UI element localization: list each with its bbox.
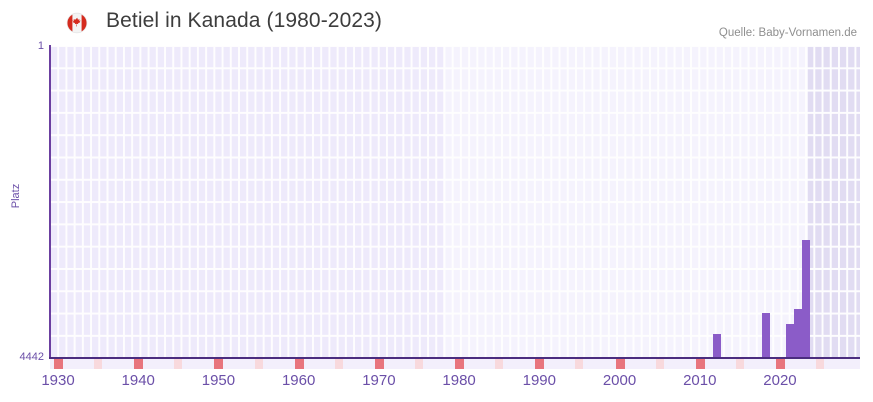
x-tick-1985 bbox=[495, 359, 504, 369]
x-axis-label-1960: 1960 bbox=[281, 372, 316, 389]
x-tick-1995 bbox=[575, 359, 584, 369]
source-attribution: Quelle: Baby-Vornamen.de bbox=[718, 27, 857, 39]
x-tick-2010 bbox=[695, 359, 705, 369]
x-tick-2000 bbox=[615, 359, 625, 369]
y-axis-title: Platz bbox=[10, 183, 22, 209]
x-tick-1950 bbox=[214, 359, 224, 369]
bar-2020[interactable] bbox=[786, 324, 794, 358]
y-axis-max-label: 1 bbox=[37, 40, 44, 52]
x-tick-2025 bbox=[816, 359, 825, 369]
x-tick-2020 bbox=[775, 359, 785, 369]
chart-header: Betiel in Kanada (1980-2023) Quelle: Bab… bbox=[0, 0, 873, 46]
x-tick-1990 bbox=[535, 359, 545, 369]
y-axis-line bbox=[49, 45, 51, 359]
x-axis-label-1930: 1930 bbox=[41, 372, 75, 389]
page-title: Betiel in Kanada (1980-2023) bbox=[106, 9, 382, 32]
x-axis-label-2010: 2010 bbox=[683, 372, 717, 389]
x-tick-1980 bbox=[455, 359, 465, 369]
x-tick-1930 bbox=[54, 359, 63, 369]
x-axis-label-2020: 2020 bbox=[763, 372, 797, 389]
x-tick-1965 bbox=[334, 359, 343, 369]
x-tick-1960 bbox=[294, 359, 304, 369]
x-axis-label-1950: 1950 bbox=[201, 372, 236, 389]
x-axis-label-1970: 1970 bbox=[362, 372, 396, 389]
x-tick-1945 bbox=[174, 359, 183, 369]
y-axis-min-label: 4442 bbox=[19, 351, 44, 363]
bar-2021[interactable] bbox=[794, 309, 802, 358]
tick-strip-background bbox=[50, 359, 860, 369]
x-axis-tick-strip bbox=[50, 359, 860, 369]
x-axis-label-1990: 1990 bbox=[522, 372, 556, 389]
x-axis-line bbox=[49, 357, 860, 359]
canada-flag-icon bbox=[66, 12, 88, 34]
bar-2010[interactable] bbox=[713, 334, 721, 358]
x-axis-label-2000: 2000 bbox=[602, 372, 637, 389]
x-axis-label-1980: 1980 bbox=[442, 372, 476, 389]
x-tick-1975 bbox=[414, 359, 423, 369]
x-tick-1935 bbox=[94, 359, 103, 369]
x-tick-2015 bbox=[735, 359, 744, 369]
x-axis-label-1940: 1940 bbox=[121, 372, 155, 389]
x-tick-1970 bbox=[374, 359, 384, 369]
bar-2016[interactable] bbox=[762, 313, 770, 358]
x-tick-2005 bbox=[655, 359, 664, 369]
bar-2022[interactable] bbox=[802, 240, 810, 358]
plot-area bbox=[50, 46, 860, 358]
x-tick-1955 bbox=[254, 359, 263, 369]
x-tick-1940 bbox=[134, 359, 144, 369]
plot-gridlines bbox=[50, 46, 860, 358]
